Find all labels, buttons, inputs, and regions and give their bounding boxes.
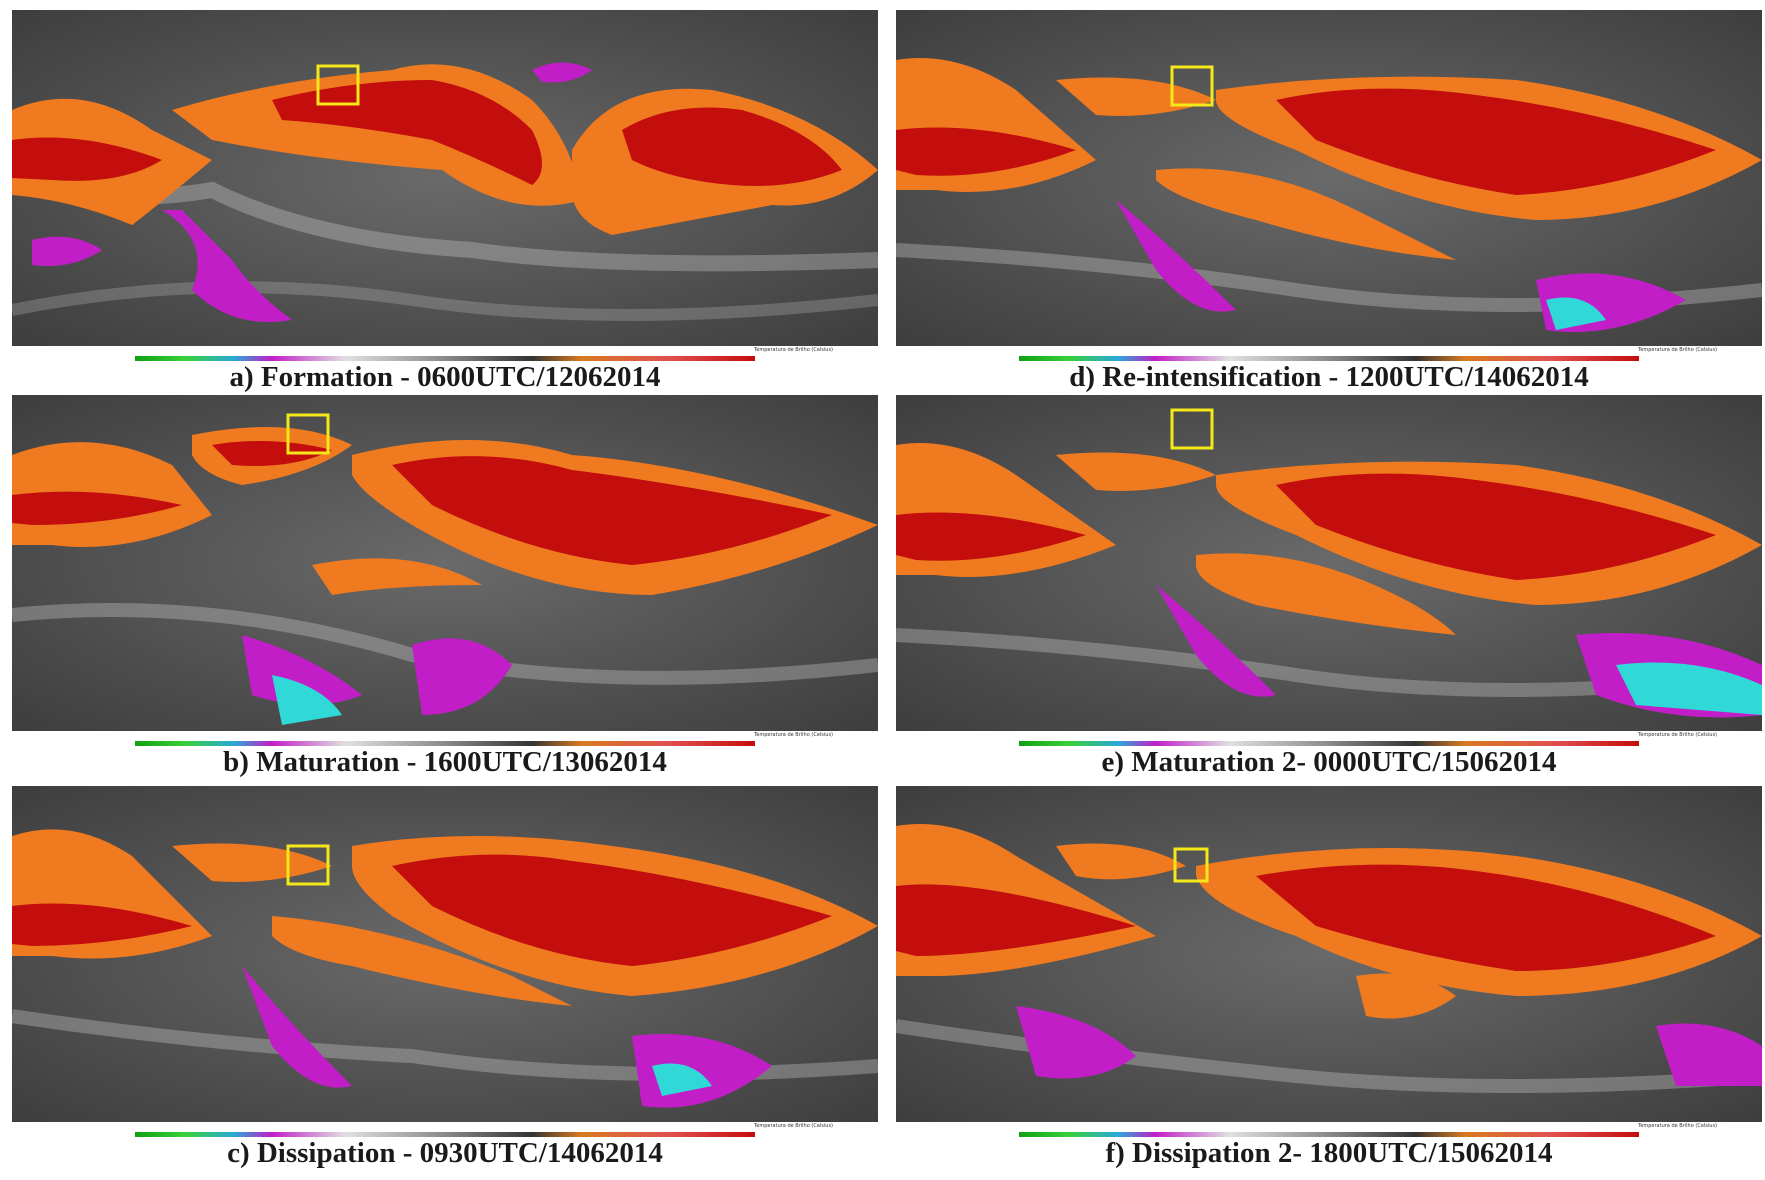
- satellite-image-a: [12, 10, 878, 346]
- temperature-scale: Temperatura de Brilho (Celsius): [1019, 732, 1717, 747]
- satellite-image-c: [12, 786, 878, 1122]
- temperature-scale: Temperatura de Brilho (Celsius): [135, 732, 833, 747]
- scale-title: Temperatura de Brilho (Celsius): [754, 347, 833, 353]
- panel-d: Temperatura de Brilho (Celsius) d) Re-in…: [896, 10, 1762, 392]
- satellite-image-b: [12, 395, 878, 731]
- panel-caption: d) Re-intensification - 1200UTC/14062014: [1069, 361, 1589, 393]
- panel-caption: c) Dissipation - 0930UTC/14062014: [227, 1137, 663, 1169]
- panel-f: Temperatura de Brilho (Celsius) f) Dissi…: [896, 786, 1762, 1168]
- panel-b: Temperatura de Brilho (Celsius) b) Matur…: [12, 395, 878, 777]
- temperature-scale: Temperatura de Brilho (Celsius): [135, 347, 833, 362]
- panel-caption: a) Formation - 0600UTC/12062014: [229, 361, 661, 393]
- satellite-image-f: [896, 786, 1762, 1122]
- temperature-scale: Temperatura de Brilho (Celsius): [135, 1123, 833, 1138]
- scale-title: Temperatura de Brilho (Celsius): [754, 1123, 833, 1129]
- scale-title: Temperatura de Brilho (Celsius): [1638, 347, 1717, 353]
- panel-caption: f) Dissipation 2- 1800UTC/15062014: [1105, 1137, 1553, 1169]
- temperature-scale: Temperatura de Brilho (Celsius): [1019, 347, 1717, 362]
- panel-caption: b) Maturation - 1600UTC/13062014: [223, 746, 667, 778]
- panel-e: Temperatura de Brilho (Celsius) e) Matur…: [896, 395, 1762, 777]
- panel-a: Temperatura de Brilho (Celsius) a) Forma…: [12, 10, 878, 392]
- temperature-scale: Temperatura de Brilho (Celsius): [1019, 1123, 1717, 1138]
- scale-title: Temperatura de Brilho (Celsius): [754, 732, 833, 738]
- satellite-image-e: [896, 395, 1762, 731]
- panel-c: Temperatura de Brilho (Celsius) c) Dissi…: [12, 786, 878, 1168]
- satellite-image-d: [896, 10, 1762, 346]
- panel-caption: e) Maturation 2- 0000UTC/15062014: [1101, 746, 1557, 778]
- scale-title: Temperatura de Brilho (Celsius): [1638, 732, 1717, 738]
- scale-title: Temperatura de Brilho (Celsius): [1638, 1123, 1717, 1129]
